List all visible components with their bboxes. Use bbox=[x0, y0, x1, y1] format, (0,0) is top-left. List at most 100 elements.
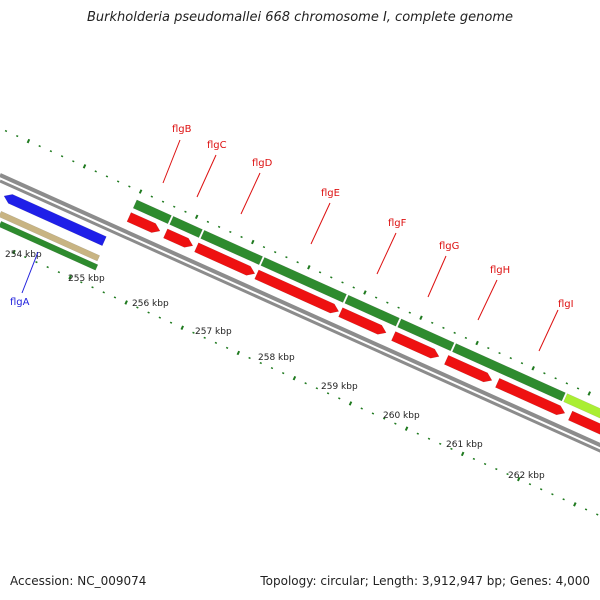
outer-tick-mark bbox=[105, 175, 109, 178]
kbp-tick-label: 260 kbp bbox=[383, 411, 420, 421]
gene-feature-forward[interactable] bbox=[443, 354, 493, 383]
inner-tick-mark bbox=[124, 300, 128, 305]
outer-tick-mark bbox=[464, 336, 468, 340]
inner-tick-mark bbox=[483, 462, 487, 466]
gene-label-flgb[interactable]: flgB bbox=[172, 124, 192, 135]
gene-label-flga[interactable]: flgA bbox=[10, 297, 30, 308]
inner-tick-mark bbox=[35, 261, 38, 264]
outer-tick-mark bbox=[397, 306, 400, 309]
inner-tick-mark bbox=[460, 451, 465, 457]
chromosome-backbone-outer bbox=[0, 173, 600, 448]
inner-tick-mark bbox=[450, 447, 453, 450]
inner-tick-mark bbox=[394, 422, 397, 425]
outer-tick-mark bbox=[565, 382, 569, 385]
inner-tick-mark bbox=[147, 311, 150, 314]
outer-tick-mark bbox=[576, 387, 580, 390]
outer-tick-mark bbox=[94, 170, 97, 173]
gene-feature-forward[interactable] bbox=[126, 212, 161, 233]
gene-label-flge[interactable]: flgE bbox=[321, 188, 340, 199]
outer-tick-mark bbox=[487, 346, 490, 350]
topology-text: Topology: circular; Length: 3,912,947 bp… bbox=[260, 574, 590, 588]
outer-tick-mark bbox=[262, 245, 266, 249]
outer-tick-mark bbox=[229, 230, 232, 234]
kbp-tick-label: 259 kbp bbox=[321, 382, 358, 392]
inner-tick-mark bbox=[584, 508, 588, 511]
gene-feature-forward[interactable] bbox=[338, 307, 387, 335]
outer-tick-mark bbox=[363, 290, 367, 295]
outer-tick-mark bbox=[184, 210, 187, 213]
inner-tick-mark bbox=[472, 457, 476, 461]
outer-tick-mark bbox=[554, 377, 557, 380]
cds-feature-forward[interactable] bbox=[397, 318, 455, 352]
inner-tick-mark bbox=[292, 375, 297, 381]
inner-tick-mark bbox=[192, 331, 195, 334]
cds-feature-forward[interactable] bbox=[169, 215, 203, 238]
outer-tick-mark bbox=[386, 301, 389, 304]
gene-label-flgf[interactable]: flgF bbox=[388, 218, 407, 229]
gene-feature-forward[interactable] bbox=[391, 331, 440, 359]
inner-tick-mark bbox=[180, 325, 184, 330]
outer-tick-mark bbox=[419, 315, 423, 320]
kbp-tick-label: 254 kbp bbox=[5, 250, 42, 260]
cds-feature-forward[interactable] bbox=[344, 294, 400, 327]
gene-label-flgc[interactable]: flgC bbox=[207, 140, 227, 151]
inner-tick-mark bbox=[528, 483, 532, 486]
outer-tick-mark bbox=[408, 311, 412, 314]
cds-feature-light[interactable] bbox=[563, 393, 600, 422]
inner-tick-mark bbox=[439, 442, 442, 445]
inner-tick-mark bbox=[12, 249, 16, 255]
outer-tick-mark bbox=[509, 357, 512, 360]
inner-tick-mark bbox=[539, 488, 543, 491]
outer-tick-mark bbox=[520, 362, 524, 365]
flga-leader-line bbox=[21, 251, 39, 294]
outer-tick-mark bbox=[116, 180, 120, 183]
outer-tick-mark bbox=[296, 261, 299, 264]
gene-leader-line bbox=[538, 309, 559, 352]
gene-feature-forward[interactable] bbox=[495, 377, 566, 416]
kbp-tick-label: 256 kbp bbox=[132, 299, 169, 309]
inner-tick-mark bbox=[596, 513, 599, 516]
inner-tick-mark bbox=[102, 291, 105, 294]
inner-tick-mark bbox=[80, 281, 83, 284]
outer-tick-mark bbox=[273, 251, 277, 254]
outer-tick-mark bbox=[318, 271, 322, 274]
cds-feature-forward[interactable] bbox=[451, 343, 566, 402]
inner-tick-mark bbox=[573, 502, 577, 507]
inner-tick-mark bbox=[562, 498, 565, 501]
inner-tick-mark bbox=[517, 476, 521, 482]
outer-tick-mark bbox=[531, 365, 535, 371]
outer-tick-mark bbox=[161, 200, 165, 203]
outer-tick-mark bbox=[60, 155, 64, 158]
gene-label-flgh[interactable]: flgH bbox=[490, 265, 510, 276]
outer-tick-mark bbox=[240, 235, 243, 239]
flga-cds-feature[interactable] bbox=[0, 220, 99, 271]
gene-feature-forward[interactable] bbox=[254, 269, 340, 314]
inner-tick-mark bbox=[506, 472, 509, 476]
inner-tick-mark bbox=[416, 432, 420, 435]
inner-tick-mark bbox=[248, 356, 251, 360]
inner-tick-mark bbox=[326, 392, 330, 395]
outer-tick-mark bbox=[453, 331, 456, 334]
gene-feature-forward[interactable] bbox=[163, 228, 194, 248]
gene-feature-forward[interactable] bbox=[194, 242, 256, 276]
outer-tick-mark bbox=[217, 225, 221, 228]
cds-feature-forward[interactable] bbox=[132, 199, 172, 225]
inner-tick-mark bbox=[315, 387, 319, 390]
cds-feature-forward[interactable] bbox=[260, 257, 347, 303]
flga-gene-feature[interactable] bbox=[3, 194, 107, 247]
gene-label-flgi[interactable]: flgI bbox=[558, 299, 574, 310]
gene-label-flgg[interactable]: flgG bbox=[439, 241, 459, 252]
inner-tick-mark bbox=[214, 341, 218, 344]
gene-feature-forward[interactable] bbox=[567, 410, 600, 440]
outer-tick-mark bbox=[330, 276, 333, 279]
gene-leader-line bbox=[240, 172, 261, 215]
tan-track-feature[interactable] bbox=[0, 210, 101, 262]
inner-tick-mark bbox=[158, 316, 162, 319]
inner-tick-mark bbox=[203, 336, 206, 339]
outer-tick-mark bbox=[374, 296, 378, 299]
inner-tick-mark bbox=[68, 275, 72, 280]
outer-tick-mark bbox=[475, 340, 479, 346]
cds-feature-forward[interactable] bbox=[200, 229, 264, 266]
gene-label-flgd[interactable]: flgD bbox=[252, 158, 273, 169]
